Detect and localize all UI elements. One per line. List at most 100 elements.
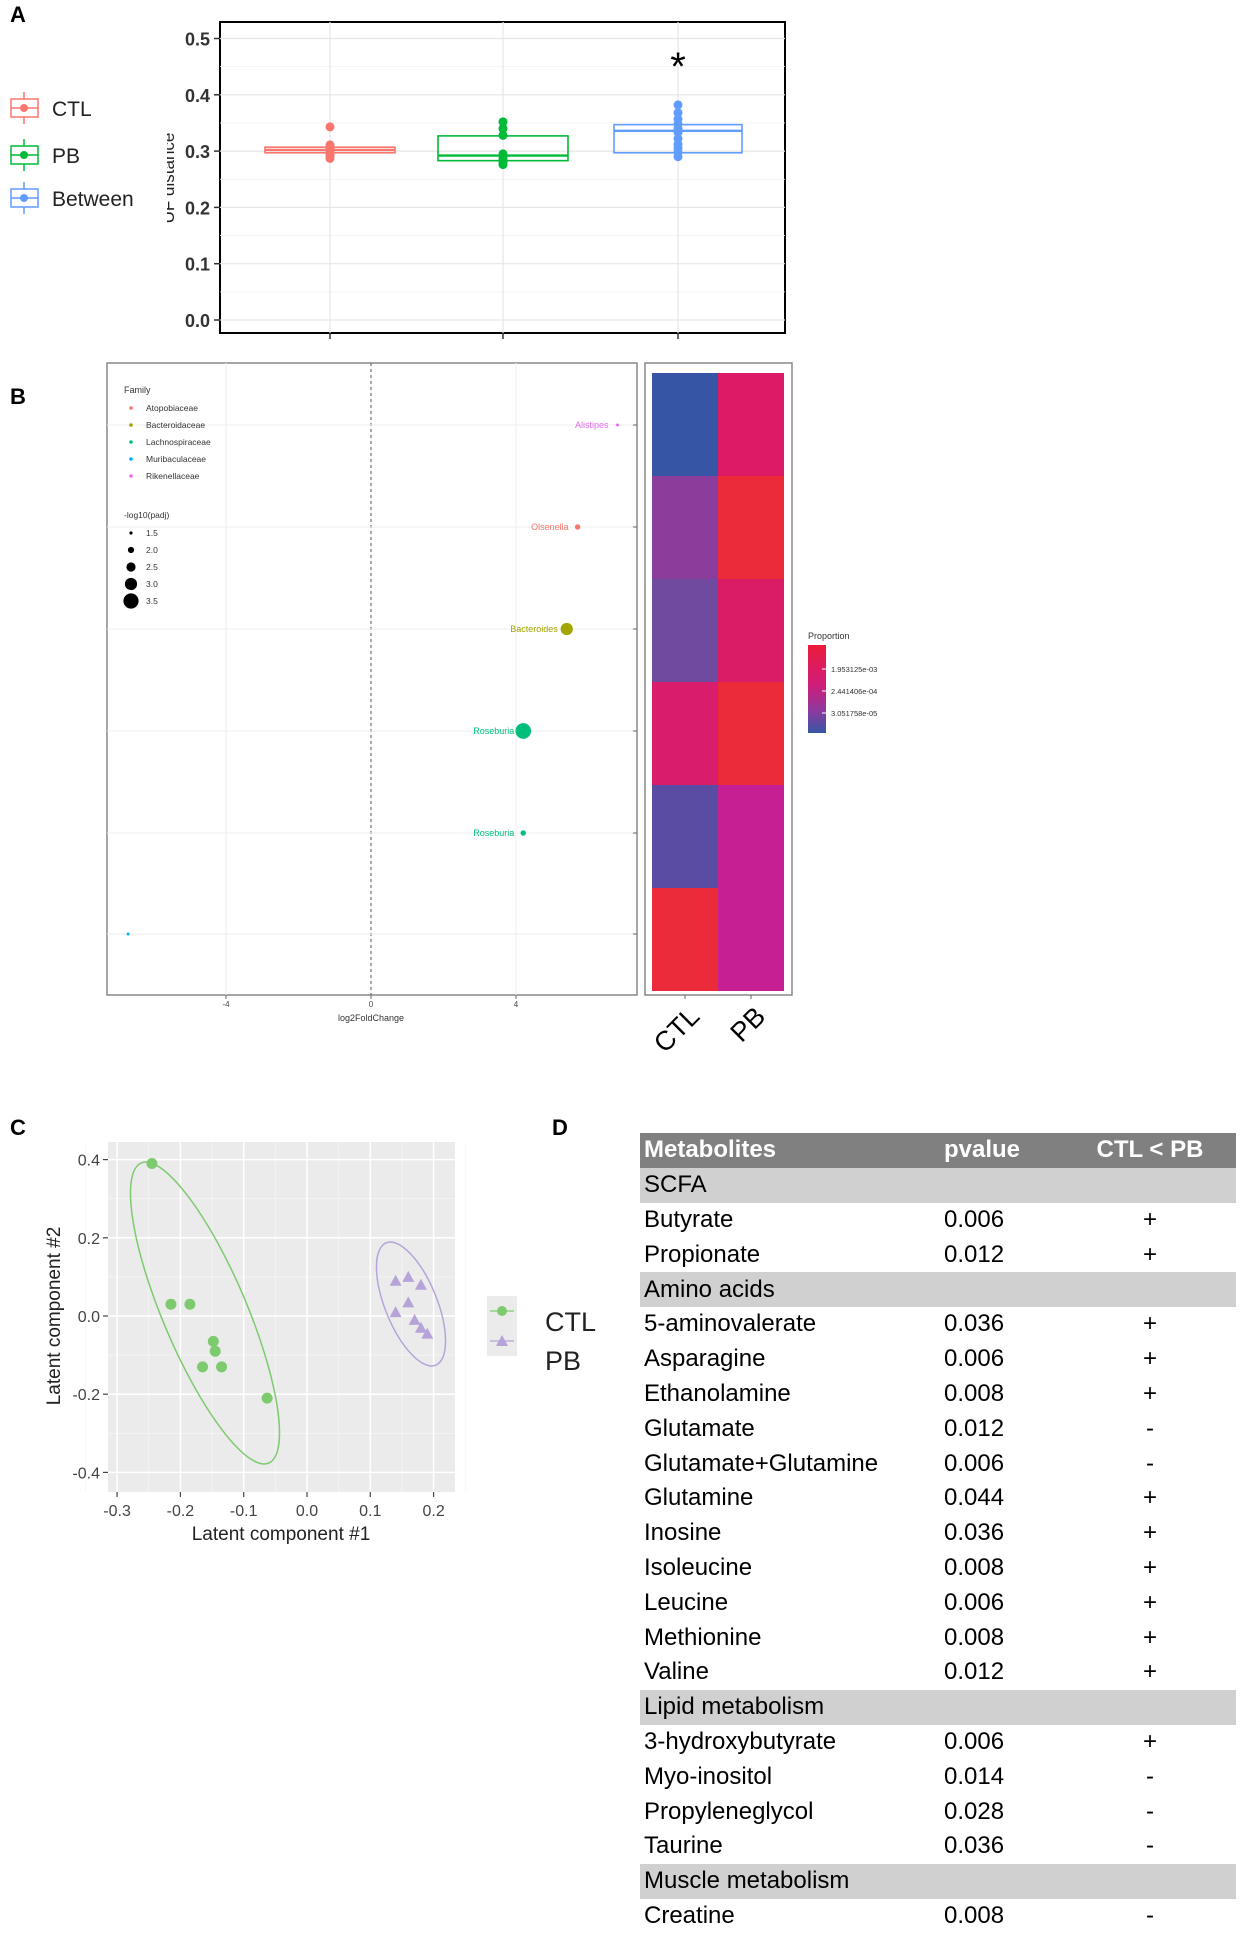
panel-c-legend-label-pb: PB <box>545 1346 581 1376</box>
panel-b-legend-label: Bacteroidaceae <box>146 420 205 430</box>
panel-b-size-key <box>126 562 136 572</box>
panel-b-frame <box>106 362 638 996</box>
heatmap-cell <box>652 682 718 785</box>
heatmap-cell <box>718 476 784 579</box>
panel-b-size-label: 3.5 <box>146 596 158 606</box>
table-row: Butyrate 0.006 + <box>640 1203 1236 1238</box>
panel-b-legend-key <box>129 474 133 478</box>
group-name: Amino acids <box>640 1272 944 1307</box>
table-row: 5-aminovalerate 0.036 + <box>640 1307 1236 1342</box>
metabolite-direction: + <box>1142 1588 1157 1616</box>
panel-c-point-ctl <box>184 1298 196 1310</box>
panel-b-size-key <box>129 531 133 535</box>
table-header-row: Metabolites pvalue CTL < PB <box>640 1133 1236 1168</box>
panel-b-size-key <box>127 546 135 554</box>
metabolite-name: Inosine <box>644 1519 722 1547</box>
group-name: SCFA <box>640 1167 944 1203</box>
metabolite-name: Creatine <box>644 1901 735 1929</box>
table-row: Taurine 0.036 - <box>640 1829 1236 1864</box>
heatmap-cell <box>652 373 718 476</box>
panel-c-ytick-label: 0.2 <box>78 1231 100 1248</box>
table-row: Propyleneglycol 0.028 - <box>640 1794 1236 1829</box>
metabolite-pvalue: 0.006 <box>944 1449 1005 1477</box>
box-pb-point <box>498 130 508 140</box>
panel-a-ytick-label: 0.4 <box>185 86 210 106</box>
panel-c-xlabel: Latent component #1 <box>192 1524 371 1545</box>
heatmap-cell <box>718 373 784 476</box>
panel-b-point <box>574 524 581 530</box>
metabolite-name: Leucine <box>644 1588 729 1616</box>
panel-c-point-pb <box>389 1274 402 1286</box>
metabolite-direction: + <box>1142 1484 1157 1512</box>
heatmap-legend-label: 2.441406e-04 <box>831 687 877 696</box>
metabolite-pvalue: 0.008 <box>944 1623 1005 1651</box>
panel-b-size-label: 2.0 <box>146 545 158 555</box>
box-pb <box>437 117 569 170</box>
panel-b-legend-title: Family <box>124 385 151 395</box>
metabolite-name: Isoleucine <box>644 1553 753 1581</box>
metabolite-name: Asparagine <box>644 1345 766 1373</box>
panel-c-point-pb <box>414 1278 427 1290</box>
heatmap-legend-label: 1.953125e-03 <box>831 665 877 674</box>
panel-label-a: A <box>10 2 26 27</box>
metabolite-pvalue: 0.006 <box>944 1727 1005 1755</box>
panel-c-point-ctl <box>216 1361 228 1373</box>
metabolite-pvalue: 0.008 <box>944 1379 1005 1407</box>
group-name: Lipid metabolism <box>640 1689 944 1725</box>
panel-c-ytick-label: 0.4 <box>78 1153 100 1170</box>
metabolite-direction: + <box>1142 1519 1157 1547</box>
panel-c-point-pb <box>402 1270 415 1282</box>
metabolite-name: Glutamate <box>644 1414 755 1442</box>
legend-dot <box>20 151 28 159</box>
metabolite-direction: + <box>1142 1240 1157 1268</box>
panel-c-xtick-label: 0.0 <box>296 1503 318 1520</box>
panel-c-point-pb <box>408 1313 421 1325</box>
table-row: Creatine 0.008 - <box>640 1899 1236 1934</box>
metabolite-pvalue: 0.012 <box>944 1240 1005 1268</box>
panel-c-legend-label-ctl: CTL <box>545 1307 596 1337</box>
metabolite-direction: - <box>1146 1414 1154 1442</box>
metabolite-direction: - <box>1146 1797 1154 1825</box>
panel-a-ytick-label: 0.3 <box>185 142 210 162</box>
metabolites-table: Metabolites pvalue CTL < PB SCFA Butyrate 0.0… <box>640 1133 1236 1933</box>
metabolite-direction: + <box>1142 1553 1157 1581</box>
metabolite-direction: + <box>1142 1658 1157 1686</box>
panel-c-xtick-label: -0.1 <box>230 1503 258 1520</box>
panel-b-size-title: -log10(padj) <box>124 510 170 520</box>
panel-b-point-label: Olsenella <box>531 522 569 532</box>
legend-dot <box>20 104 28 112</box>
panel-b-point <box>616 423 619 427</box>
metabolite-pvalue: 0.008 <box>944 1553 1005 1581</box>
metabolite-direction: - <box>1146 1901 1154 1929</box>
panel-a-ytick-label: 0.1 <box>185 255 210 275</box>
panel-b-legend-key <box>129 440 133 444</box>
metabolite-pvalue: 0.036 <box>944 1832 1005 1860</box>
heatmap-cell <box>718 888 784 991</box>
group-spacer <box>1064 1167 1236 1203</box>
group-spacer <box>944 1272 1064 1307</box>
box-between-point <box>673 108 683 118</box>
group-spacer <box>1064 1689 1236 1725</box>
panel-b-size-label: 3.0 <box>146 579 158 589</box>
table-group-row: SCFA <box>640 1167 1236 1203</box>
metabolite-direction: - <box>1146 1449 1154 1477</box>
table-row: Methionine 0.008 + <box>640 1620 1236 1655</box>
panel-c-point-pb <box>414 1321 427 1333</box>
panel-b-xlabel: log2FoldChange <box>338 1013 404 1023</box>
heatmap-col-label-ctl: CTL <box>648 1001 705 1058</box>
metabolite-pvalue: 0.006 <box>944 1588 1005 1616</box>
panel-b-legend-key <box>129 406 133 410</box>
header-direction: CTL < PB <box>1064 1133 1236 1168</box>
metabolite-pvalue: 0.044 <box>944 1484 1005 1512</box>
panel-c-point-ctl <box>165 1298 177 1310</box>
panel-label-c: C <box>10 1115 26 1140</box>
panel-c-legend-key-ctl <box>497 1306 507 1316</box>
table-group-row: Muscle metabolism <box>640 1863 1236 1899</box>
metabolite-pvalue: 0.008 <box>944 1901 1005 1929</box>
panel-c-point-ctl <box>207 1335 219 1347</box>
metabolite-pvalue: 0.006 <box>944 1205 1005 1233</box>
heatmap-cell <box>718 579 784 682</box>
metabolite-direction: + <box>1142 1379 1157 1407</box>
panel-c-plot-bg <box>108 1142 455 1492</box>
metabolite-name: Propyleneglycol <box>644 1797 814 1825</box>
